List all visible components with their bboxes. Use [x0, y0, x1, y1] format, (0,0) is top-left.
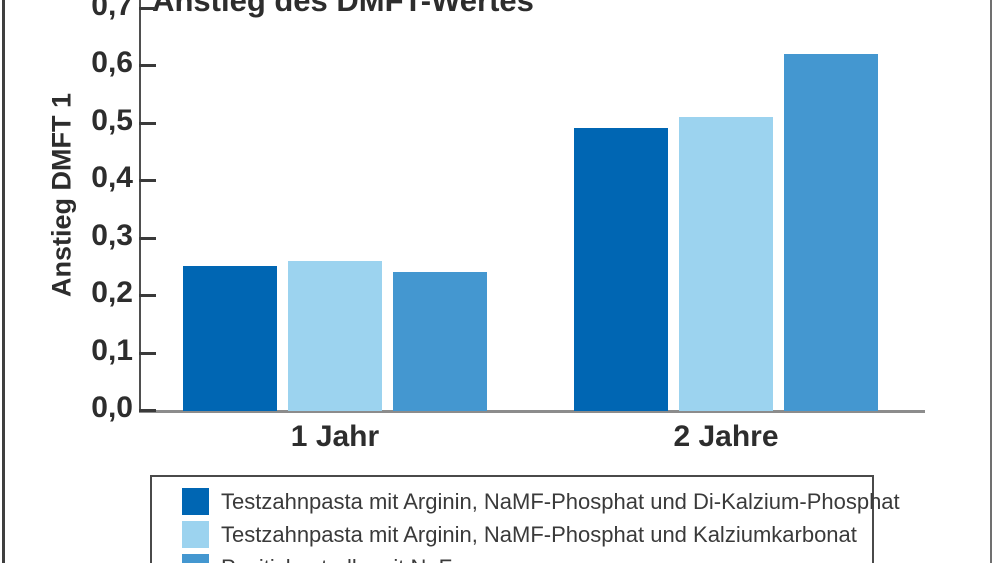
legend-swatch: [182, 554, 209, 563]
y-tick-label: 0,2: [91, 276, 133, 309]
y-axis-tick: [139, 294, 156, 297]
legend-swatch: [182, 521, 209, 548]
y-axis-tick: [139, 121, 156, 125]
y-tick-label: 0,5: [91, 103, 133, 137]
figure-right-border: [990, 0, 992, 563]
bar-s2-g1: [784, 53, 878, 411]
legend-label: Testzahnpasta mit Arginin, NaMF-Phosphat…: [221, 521, 857, 547]
bar-s0-g1: [574, 128, 668, 411]
bar-s1-g0: [288, 260, 382, 411]
legend-swatch: [182, 488, 209, 515]
y-axis-tick: [139, 179, 156, 182]
bar-s2-g0: [393, 272, 487, 411]
x-category-label: 1 Jahr: [290, 420, 380, 453]
x-axis-line: [139, 410, 925, 413]
x-category-label: 2 Jahre: [673, 420, 779, 453]
y-axis-tick: [139, 236, 156, 240]
y-tick-label: 0,1: [91, 333, 133, 367]
legend-item: Testzahnpasta mit Arginin, NaMF-Phosphat…: [152, 518, 872, 551]
y-axis-tick: [139, 64, 156, 67]
legend-item: Positivkontrolle mit NaF: [152, 551, 872, 563]
y-tick-label: 0,7: [91, 0, 133, 22]
y-tick-label: 0,4: [91, 161, 133, 194]
y-tick-label: 0,3: [91, 218, 133, 252]
legend-label: Positivkontrolle mit NaF: [221, 555, 452, 563]
y-axis-line: [139, 0, 141, 412]
bar-s1-g1: [679, 116, 773, 411]
y-tick-label: 0,6: [91, 46, 133, 79]
legend-box: Testzahnpasta mit Arginin, NaMF-Phosphat…: [150, 475, 900, 563]
legend-item: Testzahnpasta mit Arginin, NaMF-Phosphat…: [152, 485, 900, 518]
bar-s0-g0: [183, 266, 277, 411]
figure-left-border: [2, 0, 5, 563]
legend-label: Testzahnpasta mit Arginin, NaMF-Phosphat…: [221, 488, 900, 514]
chart-title: Anstieg des DMFT-Wertes: [152, 0, 534, 18]
y-axis-tick: [139, 6, 156, 10]
plot-area: 0,0 0,1 0,2 0,3 0,4 0,5 0,6 0,7 1 Jahr 2 Jahre: [91, 0, 925, 453]
y-tick-label: 0,0: [91, 391, 133, 424]
y-axis-tick: [139, 351, 156, 355]
y-axis-tick: [139, 409, 156, 412]
